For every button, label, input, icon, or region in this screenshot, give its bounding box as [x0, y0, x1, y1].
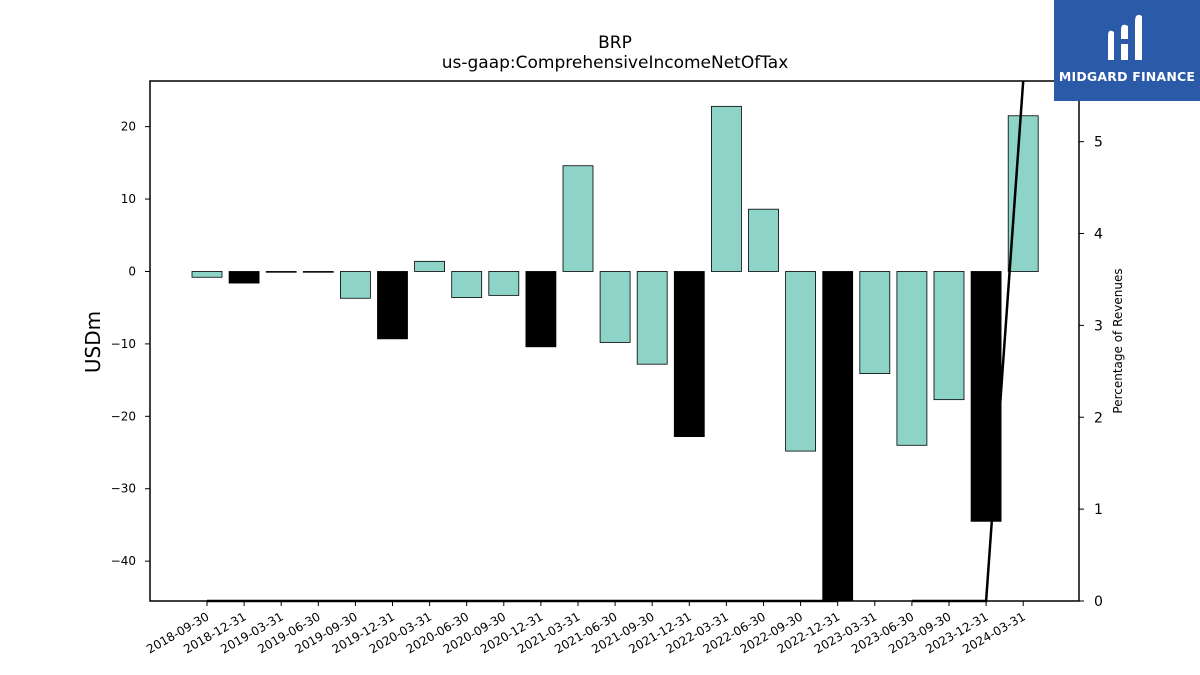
left-y-axis: −40 −30 −20 −10 0 10 20: [111, 120, 150, 568]
logo-text: MIDGARD FINANCE: [1058, 69, 1196, 84]
bar-2024-03-31: [1007, 115, 1039, 272]
bar-2022-12-31: [822, 271, 854, 602]
left-tick-label: −10: [111, 337, 136, 351]
right-tick-label: 4: [1094, 227, 1103, 243]
left-tick-label: −40: [111, 554, 136, 568]
left-tick-label: 20: [121, 120, 136, 134]
bar-2020-06-30: [451, 271, 483, 298]
bar-2020-03-31: [414, 260, 446, 272]
right-y-axis: 0 1 2 3 4 5: [1079, 135, 1103, 610]
bar-2022-06-30: [748, 208, 779, 272]
bar-2018-12-31: [228, 271, 260, 284]
left-tick-label: −30: [111, 482, 136, 496]
left-tick-label: 10: [121, 192, 136, 206]
right-tick-label: 5: [1094, 135, 1103, 151]
bar-2021-09-30: [636, 271, 668, 365]
secondary-y-axis-label: Percentage of Revenues: [1111, 268, 1125, 413]
bar-2022-09-30: [785, 271, 816, 452]
bar-2019-03-31: [265, 271, 297, 273]
x-axis: 2018-09-302018-12-312019-03-312019-06-30…: [144, 601, 1028, 656]
right-tick-label: 2: [1094, 410, 1103, 426]
bar-2020-12-31: [525, 271, 557, 348]
y-axis-label: USDm: [81, 311, 105, 373]
midgard-finance-logo: MIDGARD FINANCE: [1054, 0, 1200, 101]
bar-2020-09-30: [488, 271, 520, 296]
right-tick-label: 0: [1094, 594, 1103, 610]
bar-2021-03-31: [562, 165, 594, 272]
bar-2019-06-30: [302, 271, 334, 273]
bar-2021-06-30: [599, 271, 631, 343]
right-tick-label: 1: [1094, 502, 1103, 518]
bars-layer: [191, 105, 1039, 602]
bar-2023-03-31: [859, 271, 891, 374]
bar-2023-12-31: [970, 271, 1002, 522]
left-tick-label: −20: [111, 409, 136, 423]
chart-subtitle: us-gaap:ComprehensiveIncomeNetOfTax: [441, 53, 789, 73]
percentage-line-segment-2: [911, 80, 1025, 603]
left-tick-label: 0: [128, 264, 136, 278]
bar-2023-06-30: [896, 271, 928, 446]
plot-frame: [149, 80, 1080, 602]
bar-2023-09-30: [933, 271, 965, 401]
bar-2019-12-31: [377, 271, 408, 340]
bar-2021-12-31: [673, 271, 705, 437]
bar-2019-09-30: [339, 271, 371, 299]
chart-title: BRP: [598, 33, 632, 53]
logo-mark-icon: [1108, 14, 1142, 61]
right-tick-label: 3: [1094, 318, 1103, 334]
bar-2018-09-30: [191, 271, 223, 278]
bar-2022-03-31: [711, 105, 742, 272]
